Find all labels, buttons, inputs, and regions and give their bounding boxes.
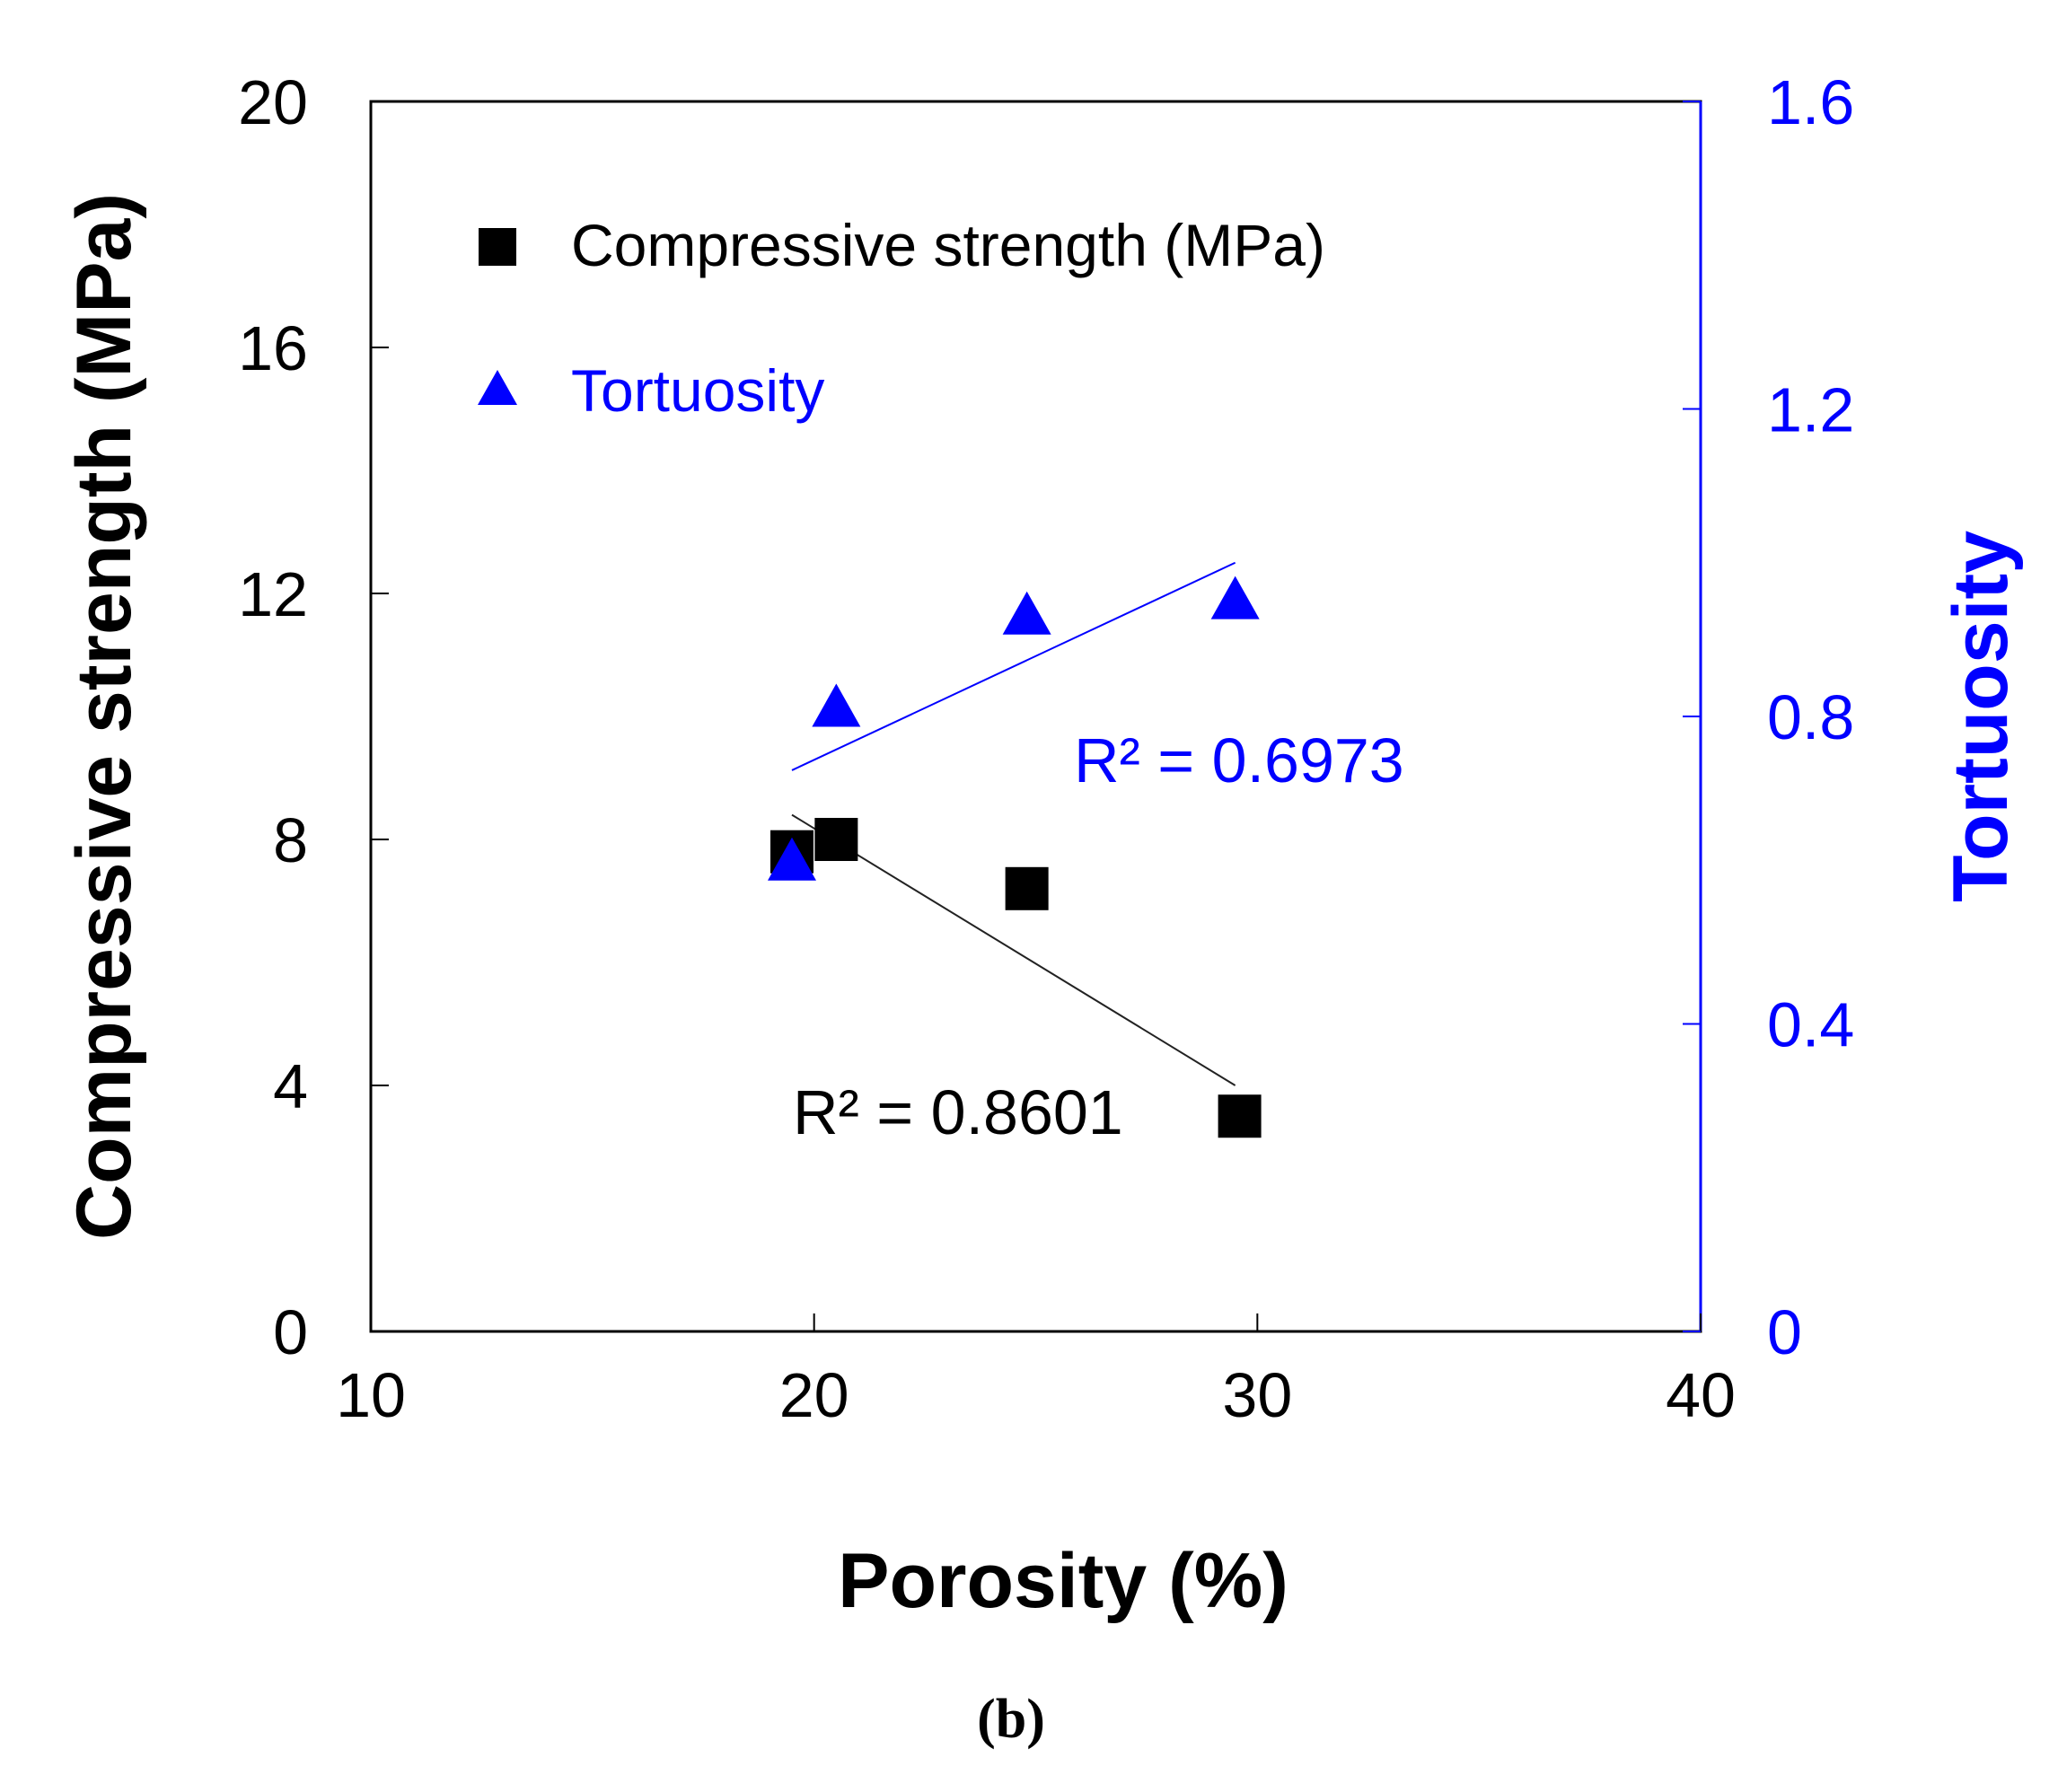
y-tick-label: 20 xyxy=(238,67,308,137)
x-tick-label: 20 xyxy=(779,1360,849,1430)
y2-tick-label: 0 xyxy=(1767,1297,1802,1367)
tortuosity-point xyxy=(812,683,861,727)
x-tick-label: 30 xyxy=(1222,1360,1292,1430)
legend-label-tortuosity: Tortuosity xyxy=(571,357,824,424)
y2-tick-label: 0.8 xyxy=(1767,682,1854,752)
r2-label-tortuosity: R² = 0.6973 xyxy=(1074,725,1404,795)
y-tick-label: 0 xyxy=(273,1297,308,1367)
y2-tick-label: 0.4 xyxy=(1767,990,1854,1060)
trendline-strength xyxy=(791,813,1236,1086)
y2-tick-label: 1.6 xyxy=(1767,67,1854,137)
panel-label: (b) xyxy=(977,1689,1045,1750)
trendline-tortuosity xyxy=(791,561,1236,771)
y-axis-title: Compressive strength (MPa) xyxy=(61,193,147,1240)
y2-axis-title: Tortuosity xyxy=(1938,531,2024,902)
x-axis-title: Porosity (%) xyxy=(838,1538,1288,1624)
y-axis-right: 0 0.4 0.8 1.2 1.6 xyxy=(1683,67,1854,1367)
x-tick-label: 40 xyxy=(1666,1360,1736,1430)
tortuosity-point xyxy=(1002,591,1051,635)
r2-label-strength: R² = 0.8601 xyxy=(793,1077,1123,1147)
strength-point xyxy=(814,818,858,861)
strength-point xyxy=(1218,1094,1262,1138)
legend-triangle-icon xyxy=(478,370,517,405)
tortuosity-point xyxy=(767,837,816,881)
tortuosity-point xyxy=(1210,575,1260,619)
legend-label-strength: Compressive strength (MPa) xyxy=(571,212,1325,278)
legend-square-icon xyxy=(479,228,516,266)
y-tick-label: 4 xyxy=(273,1051,308,1121)
trendlines xyxy=(791,561,1236,1086)
data-markers xyxy=(767,575,1262,1138)
strength-point xyxy=(1005,866,1049,910)
legend: Compressive strength (MPa) Tortuosity xyxy=(478,212,1325,424)
y-axis-left: 0 4 8 12 16 20 xyxy=(238,67,389,1367)
y2-tick-label: 1.2 xyxy=(1767,375,1854,445)
y-tick-label: 12 xyxy=(238,559,308,629)
y-tick-label: 8 xyxy=(273,805,308,875)
x-axis: 10 20 30 40 xyxy=(336,1313,1736,1430)
y-tick-label: 16 xyxy=(238,313,308,383)
x-tick-label: 10 xyxy=(336,1360,406,1430)
